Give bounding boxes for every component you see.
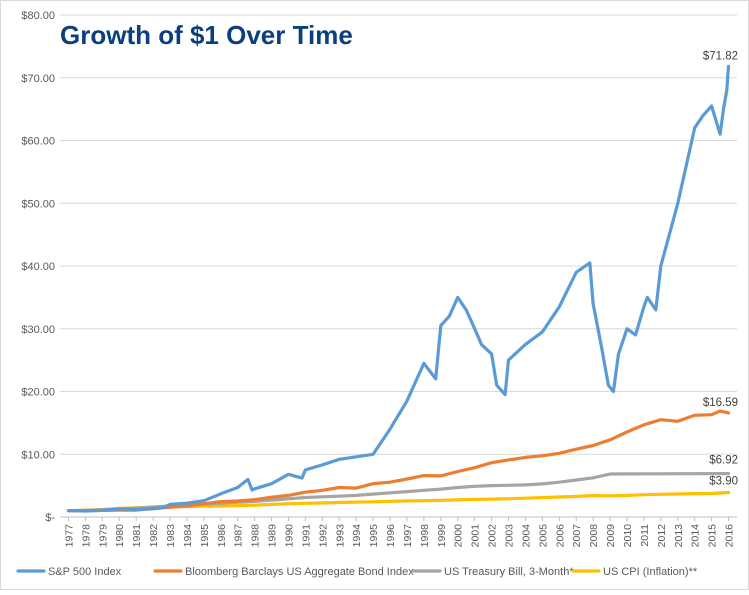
- end-label-s-p-500-index: $71.82: [703, 50, 738, 62]
- legend-label: US CPI (Inflation)**: [603, 566, 698, 578]
- end-label-bloomberg-barclays-us-aggregate-bond-index: $16.59: [703, 397, 738, 409]
- x-tick-label: 1980: [114, 524, 126, 548]
- y-tick-label: $-: [45, 512, 55, 524]
- x-tick-label: 2004: [520, 524, 532, 548]
- legend-label: US Treasury Bill, 3-Month*: [444, 566, 574, 578]
- x-tick-label: 1977: [63, 524, 75, 548]
- x-tick-label: 1994: [351, 524, 363, 548]
- legend-item-bloomberg-barclays-us-aggregate-bond-index: Bloomberg Barclays US Aggregate Bond Ind…: [153, 566, 414, 578]
- series-line-bloomberg-barclays-us-aggregate-bond-index: [66, 409, 731, 513]
- x-tick-label: 2013: [673, 524, 685, 548]
- x-tick-label: 2000: [453, 524, 465, 548]
- x-tick-label: 1988: [250, 524, 262, 548]
- y-tick-label: $30.00: [21, 324, 55, 336]
- y-tick-label: $50.00: [21, 198, 55, 210]
- x-tick-label: 2012: [656, 524, 668, 548]
- x-tick-label: 1983: [165, 524, 177, 548]
- y-tick-label: $70.00: [21, 73, 55, 85]
- y-tick-label: $60.00: [21, 136, 55, 148]
- x-tick-label: 1981: [131, 524, 143, 548]
- y-tick-label: $80.00: [21, 10, 55, 22]
- x-tick-label: 2003: [504, 524, 516, 548]
- x-tick-label: 1991: [300, 524, 312, 548]
- gridlines: [60, 14, 737, 518]
- legend: S&P 500 Index Bloomberg Barclays US Aggre…: [16, 566, 698, 578]
- x-tick-label: 2008: [588, 524, 600, 548]
- x-tick-label: 1978: [80, 524, 92, 548]
- x-tick-label: 1997: [402, 524, 414, 548]
- x-tick-label: 2002: [487, 524, 499, 548]
- x-tick-label: 1982: [148, 524, 160, 548]
- x-tick-label: 2007: [571, 524, 583, 548]
- x-tick-label: 1998: [419, 524, 431, 548]
- x-tick-label: 2006: [554, 524, 566, 548]
- y-axis-tick-labels: $- $10.00 $20.00 $30.00 $40.00 $50.00 $60.00 $7…: [21, 10, 55, 524]
- x-tick-label: 2010: [622, 524, 634, 548]
- x-tick-label: 2014: [690, 524, 702, 548]
- y-tick-label: $40.00: [21, 261, 55, 273]
- x-tick-label: 1990: [283, 524, 295, 548]
- y-tick-label: $20.00: [21, 387, 55, 399]
- x-tick-label: 1992: [317, 524, 329, 548]
- legend-item-s-p-500-index: S&P 500 Index: [16, 566, 122, 578]
- x-axis-tick-labels: 1977 1978 1979 1980 1981 1982 1983 1984 1985 1986…: [63, 517, 736, 548]
- x-tick-label: 1993: [334, 524, 346, 548]
- x-tick-label: 1999: [436, 524, 448, 548]
- x-tick-label: 2009: [605, 524, 617, 548]
- legend-label: Bloomberg Barclays US Aggregate Bond Ind…: [185, 566, 414, 578]
- x-tick-label: 1984: [182, 524, 194, 548]
- x-tick-label: 1987: [233, 524, 245, 548]
- end-label-us-cpi-inflation: $3.90: [709, 476, 738, 488]
- end-value-labels: $71.82 $16.59 $6.92 $3.90: [703, 50, 738, 487]
- series-line-s-p-500-index: [66, 64, 731, 513]
- x-tick-label: 2001: [470, 524, 482, 548]
- legend-item-us-treasury-bill-3-month: US Treasury Bill, 3-Month*: [412, 566, 574, 578]
- x-tick-label: 1996: [385, 524, 397, 548]
- legend-label: S&P 500 Index: [48, 566, 122, 578]
- x-tick-label: 2015: [707, 524, 719, 548]
- x-tick-label: 2016: [724, 524, 736, 548]
- legend-item-us-cpi-inflation: US CPI (Inflation)**: [571, 566, 698, 578]
- x-tick-label: 2005: [537, 524, 549, 548]
- y-tick-label: $10.00: [21, 449, 55, 461]
- series-lines: [66, 64, 731, 513]
- end-label-us-treasury-bill-3-month: $6.92: [709, 455, 738, 467]
- x-tick-label: 1986: [216, 524, 228, 548]
- x-tick-label: 2011: [639, 524, 651, 547]
- x-tick-label: 1989: [267, 524, 279, 548]
- chart-title: Growth of $1 Over Time: [60, 20, 353, 50]
- x-tick-label: 1995: [368, 524, 380, 548]
- x-tick-label: 1979: [97, 524, 109, 548]
- x-tick-label: 1985: [199, 524, 211, 548]
